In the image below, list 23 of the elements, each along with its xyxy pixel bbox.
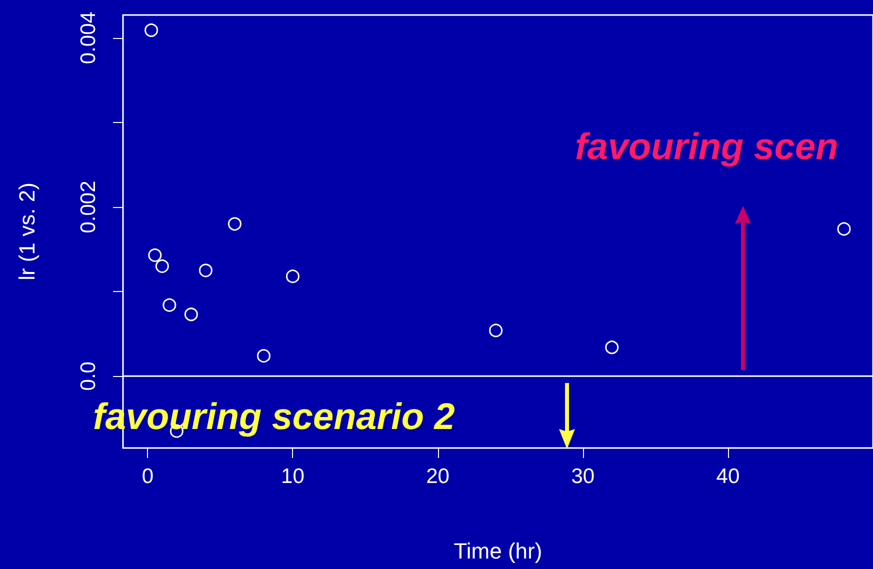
point — [837, 222, 851, 236]
x-tick-label: 30 — [571, 465, 595, 488]
x-tick-label: 0 — [142, 465, 154, 488]
x-tick-label: 20 — [426, 465, 450, 488]
point — [228, 217, 242, 231]
point — [198, 264, 212, 278]
x-tick-label: 40 — [716, 465, 740, 488]
point — [256, 349, 270, 363]
x-axis-title: Time (hr) — [454, 538, 542, 564]
point — [489, 324, 503, 338]
point — [184, 308, 198, 322]
point — [155, 259, 169, 273]
point — [286, 270, 300, 284]
y-axis-title: lr (1 vs. 2) — [14, 182, 40, 280]
x-tick-label: 10 — [281, 465, 304, 488]
y-tick-label: 0.002 — [77, 180, 100, 234]
point — [144, 23, 158, 37]
point — [605, 340, 619, 354]
point — [148, 248, 162, 262]
y-tick-label: 0.0 — [77, 362, 100, 391]
point — [162, 298, 176, 312]
y-tick-label: 0.004 — [77, 11, 100, 64]
annotation: favouring scen — [575, 126, 838, 167]
